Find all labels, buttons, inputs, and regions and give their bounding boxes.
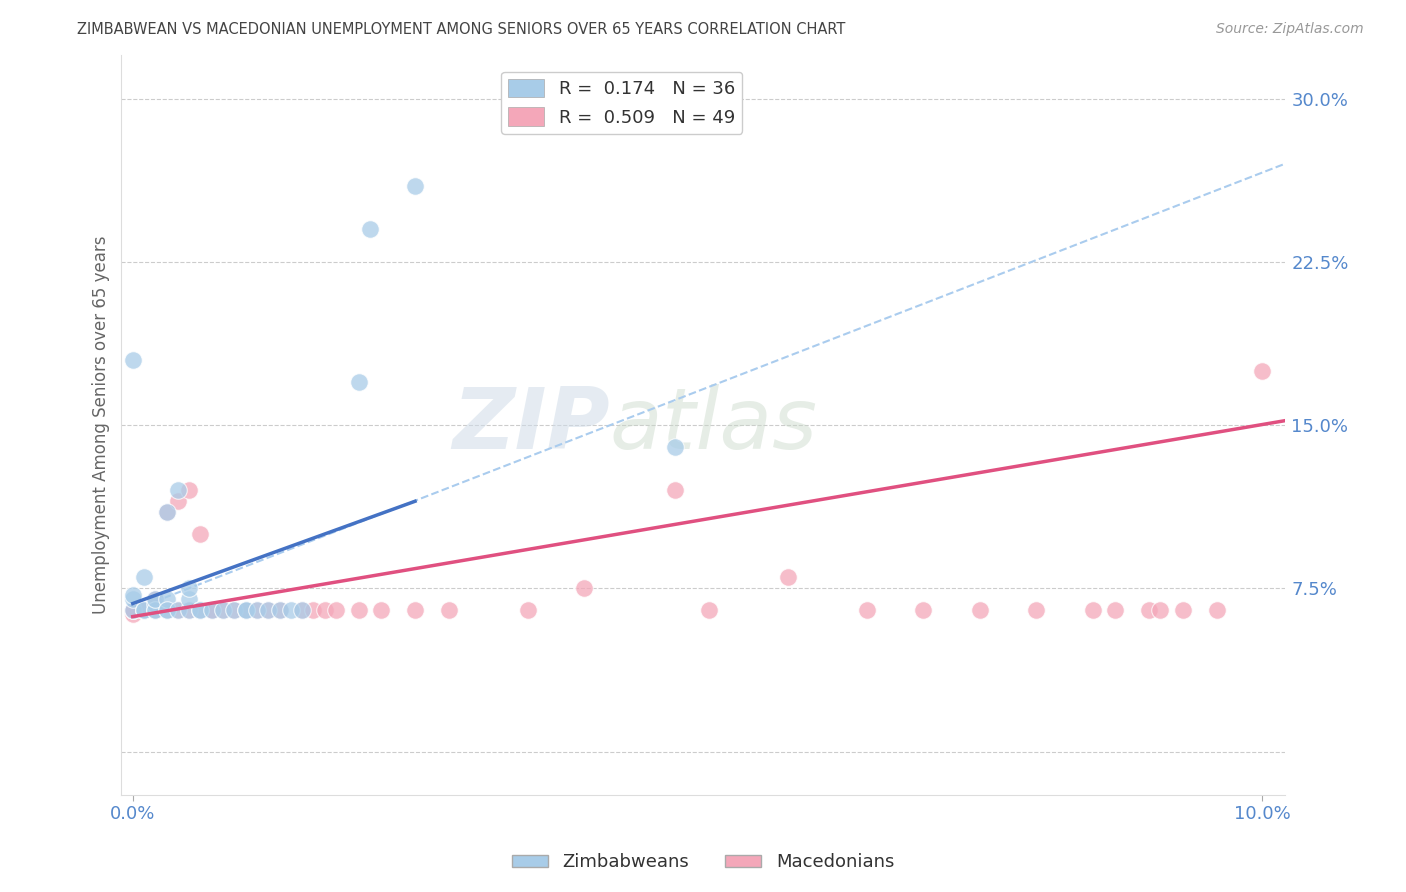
- Point: [257, 603, 280, 617]
- Point: [280, 603, 302, 617]
- Text: ZIP: ZIP: [453, 384, 610, 467]
- Point: [235, 603, 257, 617]
- Point: [179, 483, 201, 498]
- Point: [347, 375, 370, 389]
- Text: atlas: atlas: [610, 384, 818, 467]
- Point: [121, 603, 143, 617]
- Point: [235, 603, 257, 617]
- Point: [437, 603, 460, 617]
- Point: [155, 505, 177, 519]
- Point: [132, 570, 155, 584]
- Point: [235, 603, 257, 617]
- Point: [167, 483, 190, 498]
- Y-axis label: Unemployment Among Seniors over 65 years: Unemployment Among Seniors over 65 years: [93, 235, 110, 615]
- Point: [359, 222, 381, 236]
- Point: [201, 603, 224, 617]
- Point: [143, 592, 166, 607]
- Point: [121, 592, 143, 607]
- Point: [121, 603, 143, 617]
- Point: [143, 603, 166, 617]
- Point: [121, 603, 143, 617]
- Point: [167, 603, 190, 617]
- Text: Source: ZipAtlas.com: Source: ZipAtlas.com: [1216, 22, 1364, 37]
- Point: [121, 603, 143, 617]
- Point: [257, 603, 280, 617]
- Point: [201, 603, 224, 617]
- Point: [179, 603, 201, 617]
- Point: [179, 592, 201, 607]
- Point: [143, 603, 166, 617]
- Point: [179, 582, 201, 596]
- Point: [190, 603, 212, 617]
- Point: [155, 592, 177, 607]
- Point: [132, 603, 155, 617]
- Point: [201, 603, 224, 617]
- Point: [969, 603, 991, 617]
- Point: [855, 603, 877, 617]
- Point: [776, 570, 799, 584]
- Point: [155, 505, 177, 519]
- Point: [143, 592, 166, 607]
- Point: [912, 603, 935, 617]
- Point: [404, 178, 426, 193]
- Point: [664, 440, 686, 454]
- Point: [179, 603, 201, 617]
- Point: [370, 603, 392, 617]
- Point: [190, 527, 212, 541]
- Point: [291, 603, 314, 617]
- Point: [143, 603, 166, 617]
- Point: [404, 603, 426, 617]
- Point: [664, 483, 686, 498]
- Point: [291, 603, 314, 617]
- Point: [155, 603, 177, 617]
- Point: [132, 603, 155, 617]
- Point: [143, 597, 166, 611]
- Legend: Zimbabweans, Macedonians: Zimbabweans, Macedonians: [505, 847, 901, 879]
- Point: [1025, 603, 1047, 617]
- Point: [1137, 603, 1160, 617]
- Point: [302, 603, 325, 617]
- Point: [269, 603, 291, 617]
- Point: [347, 603, 370, 617]
- Point: [1171, 603, 1194, 617]
- Point: [1081, 603, 1104, 617]
- Point: [574, 582, 596, 596]
- Point: [167, 603, 190, 617]
- Point: [121, 607, 143, 622]
- Point: [212, 603, 235, 617]
- Point: [155, 603, 177, 617]
- Point: [1104, 603, 1126, 617]
- Point: [246, 603, 269, 617]
- Legend: R =  0.174   N = 36, R =  0.509   N = 49: R = 0.174 N = 36, R = 0.509 N = 49: [501, 71, 742, 134]
- Point: [190, 603, 212, 617]
- Point: [121, 588, 143, 602]
- Point: [1251, 364, 1274, 378]
- Point: [314, 603, 336, 617]
- Point: [224, 603, 246, 617]
- Point: [1205, 603, 1227, 617]
- Point: [1149, 603, 1171, 617]
- Point: [516, 603, 538, 617]
- Point: [155, 603, 177, 617]
- Point: [224, 603, 246, 617]
- Point: [269, 603, 291, 617]
- Text: ZIMBABWEAN VS MACEDONIAN UNEMPLOYMENT AMONG SENIORS OVER 65 YEARS CORRELATION CH: ZIMBABWEAN VS MACEDONIAN UNEMPLOYMENT AM…: [77, 22, 845, 37]
- Point: [325, 603, 347, 617]
- Point: [246, 603, 269, 617]
- Point: [132, 603, 155, 617]
- Point: [121, 352, 143, 367]
- Point: [697, 603, 720, 617]
- Point: [143, 603, 166, 617]
- Point: [190, 603, 212, 617]
- Point: [167, 494, 190, 508]
- Point: [132, 603, 155, 617]
- Point: [212, 603, 235, 617]
